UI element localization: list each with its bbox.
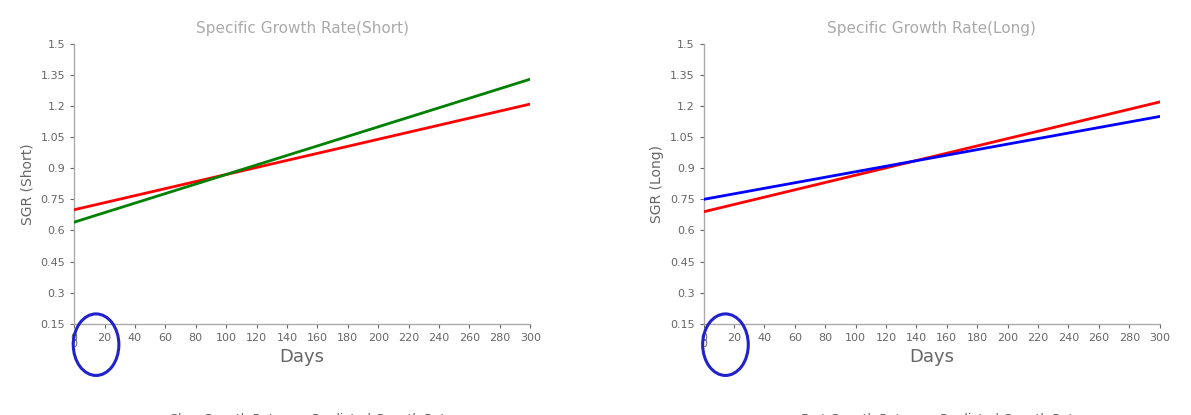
Title: Specific Growth Rate(Long): Specific Growth Rate(Long) (828, 21, 1036, 36)
Text: 0: 0 (70, 339, 77, 349)
Legend: Fast Growth Rate, Predicted Growth Rate: Fast Growth Rate, Predicted Growth Rate (778, 408, 1086, 415)
Legend: Slow Growth Rate, Predicted Growth Rate: Slow Growth Rate, Predicted Growth Rate (146, 408, 459, 415)
X-axis label: Days: Days (280, 348, 325, 366)
Y-axis label: SGR (Short): SGR (Short) (20, 143, 35, 225)
Y-axis label: SGR (Long): SGR (Long) (650, 145, 665, 223)
Text: 0: 0 (700, 339, 707, 349)
X-axis label: Days: Days (909, 348, 954, 366)
Title: Specific Growth Rate(Short): Specific Growth Rate(Short) (195, 21, 409, 36)
